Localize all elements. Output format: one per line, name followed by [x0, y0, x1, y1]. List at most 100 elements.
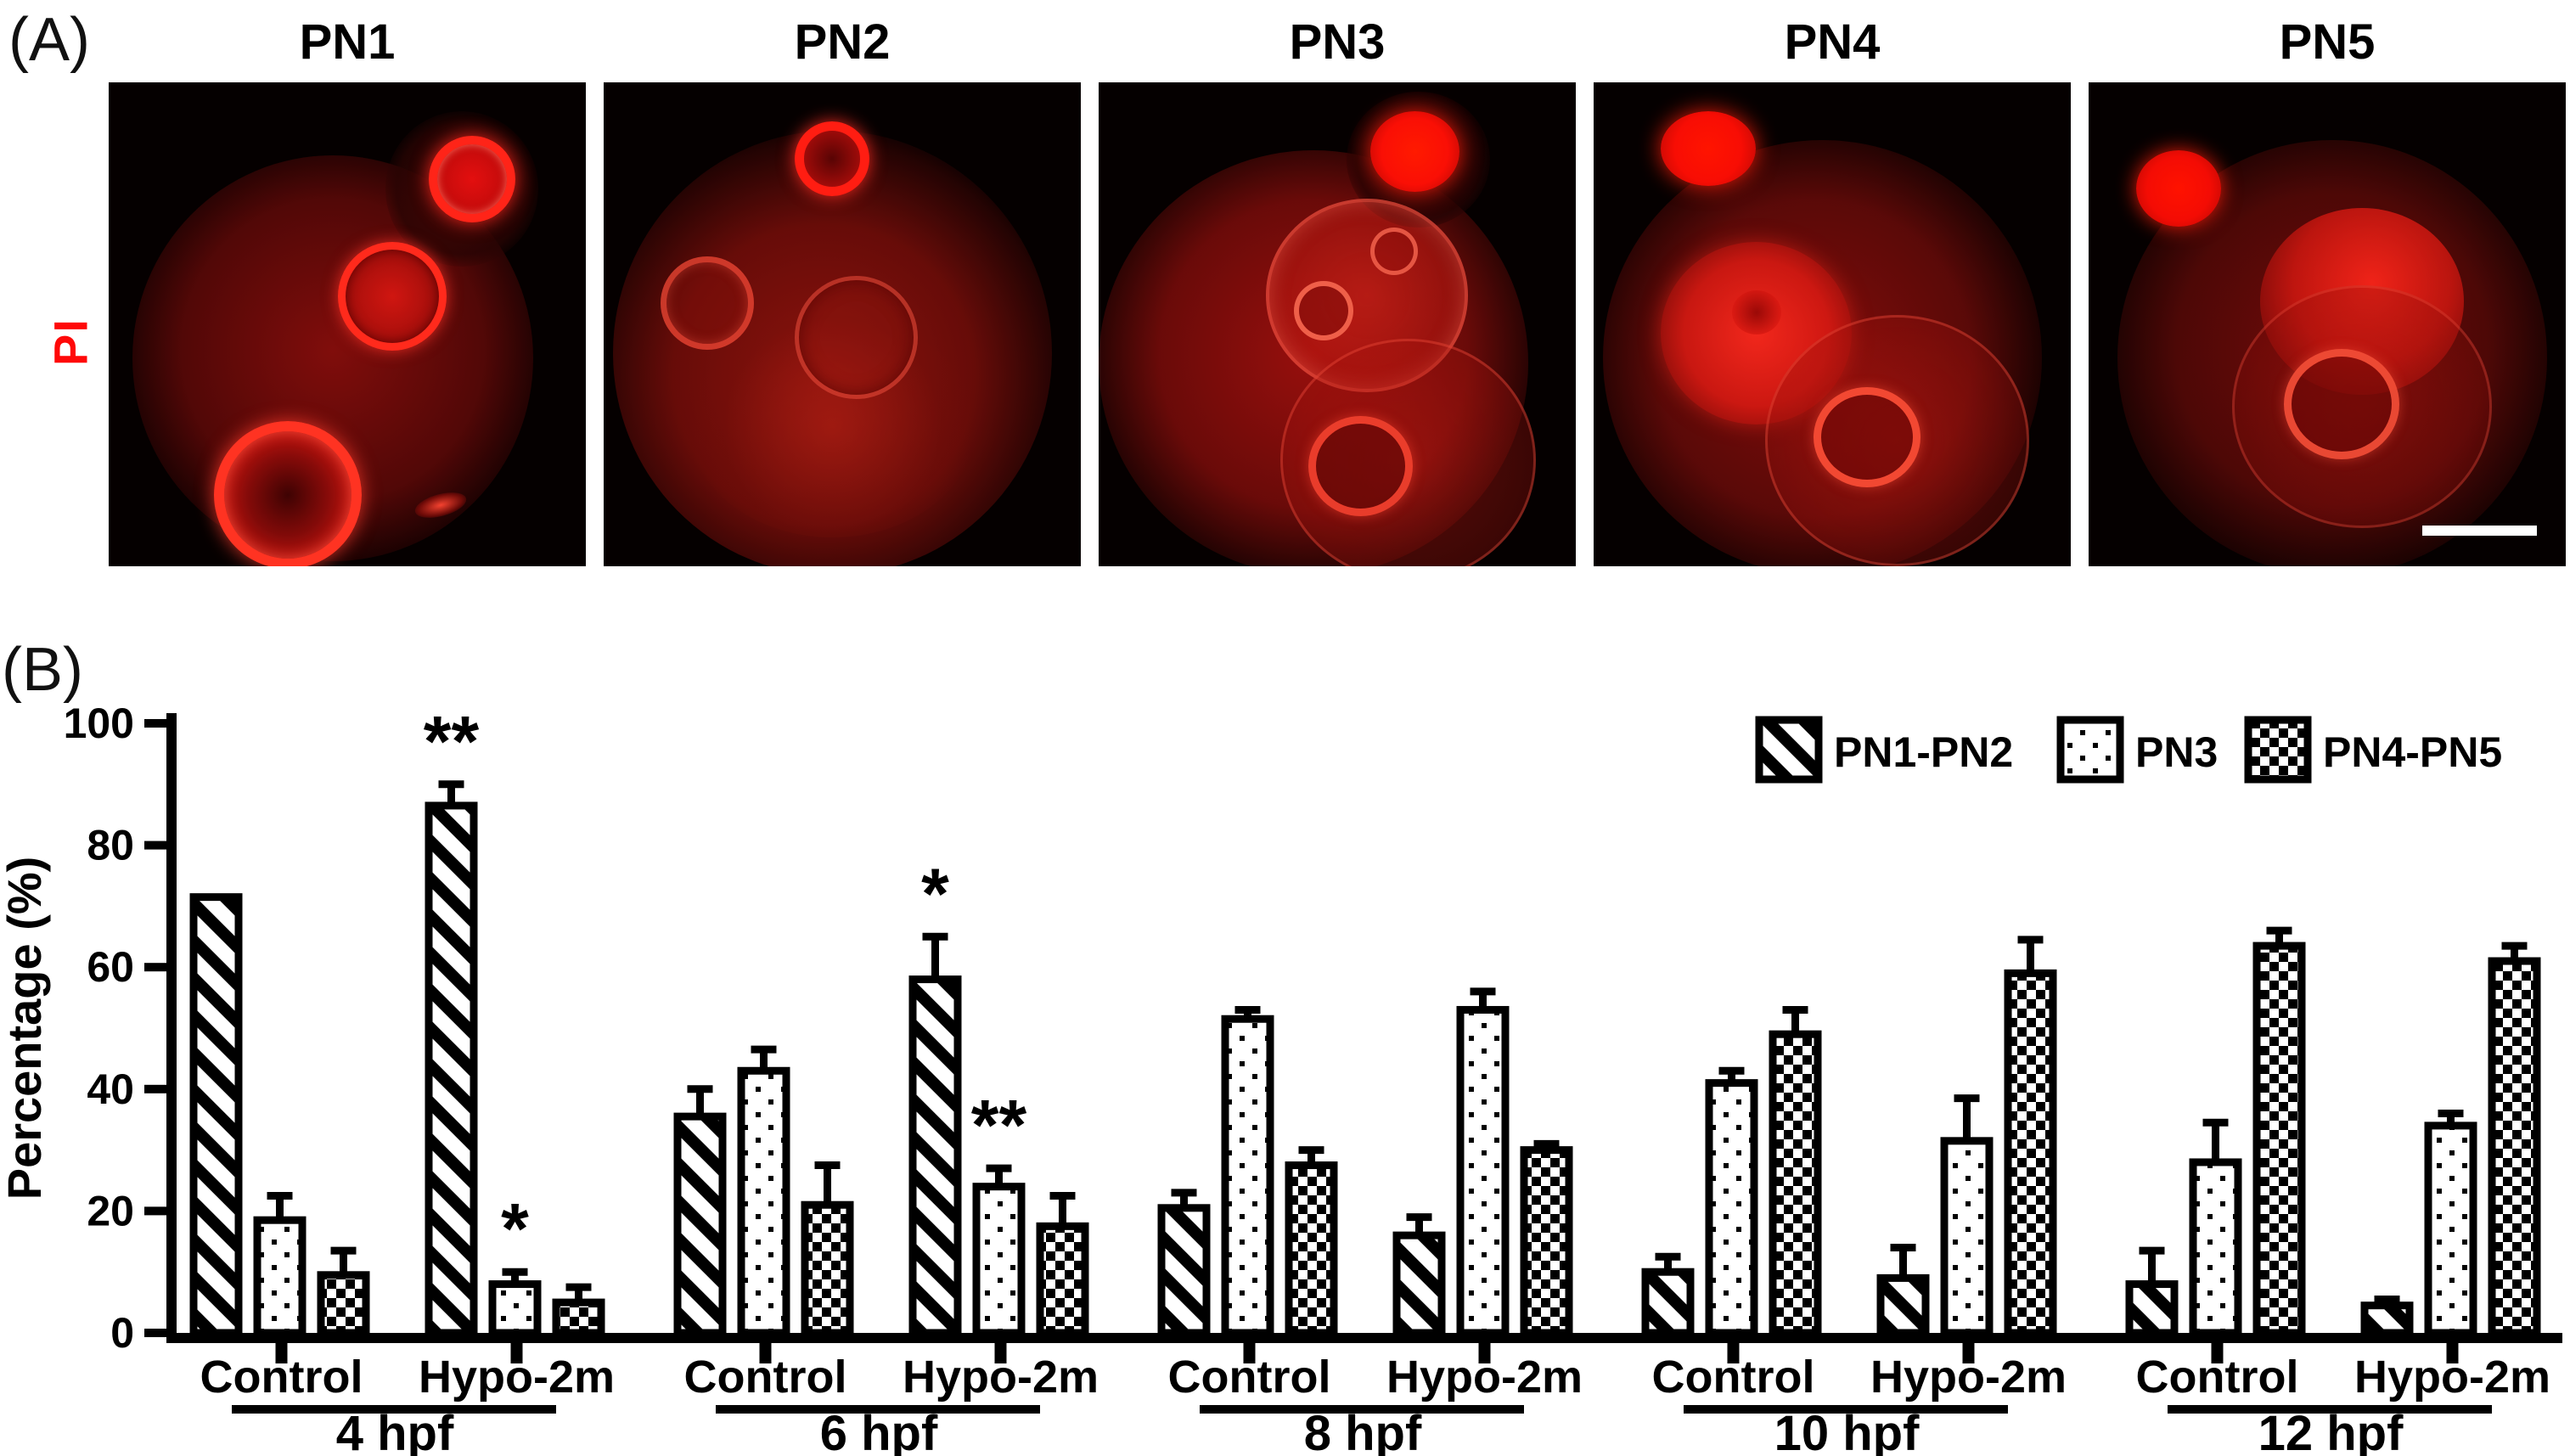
bar-8hpf-Control-PN4-PN5	[1285, 1161, 1338, 1337]
micrograph-title-pn2: PN2	[794, 14, 891, 70]
nucleolus-ring-2	[1370, 228, 1419, 275]
bar-6hpf-Hypo-2m-PN1-PN2	[908, 975, 962, 1337]
micrograph-title-pn4: PN4	[1784, 14, 1881, 70]
micrograph-title-pn3: PN3	[1289, 14, 1386, 70]
condition-label: Control	[200, 1352, 363, 1403]
pronucleus-ring-mid	[337, 242, 447, 351]
group-bracket	[1684, 1405, 2008, 1414]
bar-4hpf-Control-PN1-PN2	[189, 893, 243, 1337]
micrograph-pn5	[2089, 82, 2566, 566]
legend-label-PN3: PN3	[2135, 728, 2218, 776]
legend-swatch-PN3	[2056, 716, 2124, 784]
nucleolus-ring-3	[1308, 416, 1414, 517]
condition-label: Hypo-2m	[1870, 1352, 2067, 1403]
bar-6hpf-Hypo-2m-PN4-PN5	[1036, 1222, 1089, 1337]
bar-4hpf-Hypo-2m-PN1-PN2	[425, 801, 478, 1337]
condition-tick	[994, 1343, 1007, 1363]
polar-body-ring	[428, 135, 515, 222]
bar-6hpf-Hypo-2m-PN3	[972, 1183, 1026, 1337]
condition-tick	[759, 1343, 772, 1363]
bar-12hpf-Control-PN3	[2189, 1158, 2242, 1337]
condition-label: Control	[2136, 1352, 2299, 1403]
micrograph-pn2	[604, 82, 1081, 566]
group-label: 12 hpf	[2258, 1406, 2404, 1456]
bar-12hpf-Hypo-2m-PN3	[2424, 1122, 2477, 1337]
condition-tick	[1962, 1343, 1975, 1363]
y-tick-label: 80	[87, 822, 134, 869]
bar-4hpf-Control-PN3	[253, 1216, 306, 1337]
bar-12hpf-Hypo-2m-PN4-PN5	[2488, 957, 2541, 1337]
condition-label: Hypo-2m	[903, 1352, 1099, 1403]
bar-6hpf-Control-PN4-PN5	[801, 1200, 854, 1337]
panel-b-label: (B)	[2, 636, 83, 704]
y-axis-line	[166, 713, 177, 1343]
group-label: 4 hpf	[336, 1406, 454, 1456]
bar-10hpf-Hypo-2m-PN4-PN5	[2004, 969, 2057, 1337]
legend-swatch-PN4-PN5	[2244, 716, 2312, 784]
bar-6hpf-Control-PN3	[737, 1066, 790, 1337]
bar-8hpf-Hypo-2m-PN4-PN5	[1520, 1146, 1573, 1337]
condition-label: Hypo-2m	[2354, 1352, 2550, 1403]
condition-tick	[2446, 1343, 2459, 1363]
condition-tick	[2211, 1343, 2224, 1363]
condition-tick	[510, 1343, 523, 1363]
condition-label: Hypo-2m	[419, 1352, 615, 1403]
significance-marker: **	[424, 701, 480, 781]
bar-12hpf-Control-PN4-PN5	[2252, 942, 2306, 1337]
y-tick	[144, 1084, 166, 1093]
y-tick-label: 20	[87, 1187, 134, 1234]
group-label: 6 hpf	[820, 1406, 938, 1456]
bar-8hpf-Hypo-2m-PN3	[1456, 1005, 1510, 1337]
group-bracket	[716, 1405, 1040, 1414]
bar-8hpf-Hypo-2m-PN1-PN2	[1392, 1231, 1446, 1337]
polar-body-blob	[1660, 111, 1756, 187]
y-axis-title: Percentage (%)	[0, 857, 51, 1200]
bar-8hpf-Control-PN3	[1221, 1015, 1274, 1337]
group-bracket	[2168, 1405, 2492, 1414]
legend-label-PN1-PN2: PN1-PN2	[1834, 728, 2013, 776]
y-tick	[144, 840, 166, 850]
micrograph-title-pn1: PN1	[299, 14, 396, 70]
bar-4hpf-Hypo-2m-PN4-PN5	[552, 1298, 605, 1337]
condition-tick	[275, 1343, 288, 1363]
pronucleus-ring-left	[661, 256, 755, 351]
bar-10hpf-Hypo-2m-PN1-PN2	[1876, 1273, 1930, 1337]
group-bracket	[1200, 1405, 1524, 1414]
polar-body-ring	[794, 121, 869, 196]
y-tick	[144, 1329, 166, 1337]
condition-tick	[1478, 1343, 1491, 1363]
significance-marker: **	[971, 1085, 1027, 1165]
polar-body-blob	[1370, 111, 1460, 193]
nucleolus-ring	[1813, 387, 1920, 488]
y-tick	[144, 719, 166, 728]
bar-6hpf-Control-PN1-PN2	[673, 1112, 727, 1337]
bar-8hpf-Control-PN1-PN2	[1157, 1204, 1211, 1337]
bar-12hpf-Control-PN1-PN2	[2125, 1280, 2179, 1337]
polar-body-blob	[2136, 149, 2222, 227]
y-tick-label: 60	[87, 943, 134, 991]
y-tick-label: 0	[110, 1309, 134, 1357]
significance-marker: *	[921, 853, 949, 933]
condition-label: Control	[1652, 1352, 1815, 1403]
bar-10hpf-Hypo-2m-PN3	[1940, 1137, 1994, 1337]
bar-10hpf-Control-PN4-PN5	[1769, 1030, 1822, 1337]
condition-label: Hypo-2m	[1386, 1352, 1583, 1403]
condition-label: Control	[684, 1352, 847, 1403]
y-tick	[144, 1206, 166, 1216]
group-label: 8 hpf	[1304, 1406, 1422, 1456]
bar-4hpf-Hypo-2m-PN3	[488, 1280, 542, 1337]
group-label: 10 hpf	[1774, 1406, 1920, 1456]
legend-swatch-PN1-PN2	[1755, 716, 1823, 784]
y-tick-label: 40	[87, 1065, 134, 1113]
y-tick	[144, 963, 166, 972]
y-tick-label: 100	[64, 700, 134, 747]
panel-a-label: (A)	[8, 6, 90, 74]
bar-12hpf-Hypo-2m-PN1-PN2	[2360, 1301, 2414, 1337]
nucleolus-ring-1	[1294, 280, 1354, 340]
micrograph-pn4	[1594, 82, 2071, 566]
group-bracket	[232, 1405, 556, 1414]
condition-label: Control	[1168, 1352, 1331, 1403]
pronucleus-cluster	[794, 276, 918, 399]
scale-bar	[2422, 525, 2538, 536]
